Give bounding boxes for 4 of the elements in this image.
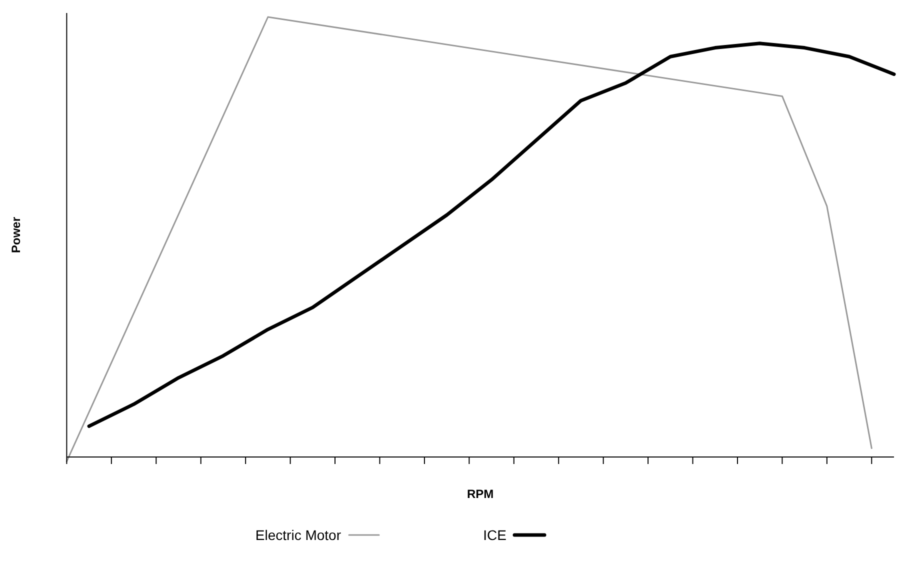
- x-axis-title: RPM: [467, 487, 494, 501]
- y-axis-title: Power: [9, 216, 23, 254]
- legend-label: Electric Motor: [255, 527, 342, 543]
- legend-label: ICE: [483, 527, 506, 543]
